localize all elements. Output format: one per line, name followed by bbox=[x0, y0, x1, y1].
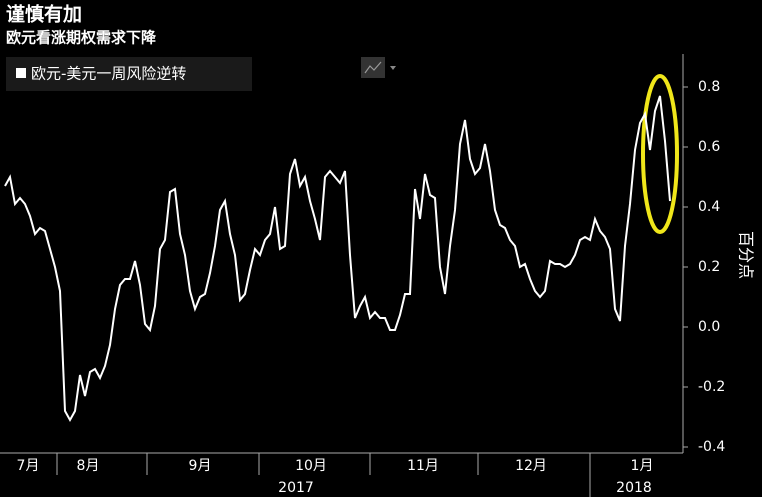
line-series bbox=[4, 95, 671, 423]
x-tick-label: 10月 bbox=[295, 458, 327, 474]
legend-swatch bbox=[16, 68, 26, 78]
y-tick-label: 0.0 bbox=[698, 319, 720, 335]
legend-label: 欧元-美元一周风险逆转 bbox=[31, 65, 186, 83]
x-tick-label: 7月 bbox=[17, 458, 40, 474]
x-year-label: 2017 bbox=[278, 480, 314, 496]
y-tick-label: -0.4 bbox=[698, 439, 725, 455]
y-axis-label: 百分点 bbox=[737, 231, 756, 279]
x-tick-label: 8月 bbox=[77, 458, 100, 474]
y-tick-label: 0.8 bbox=[698, 79, 720, 95]
chart-icon[interactable] bbox=[361, 57, 385, 78]
chart-title: 谨慎有加 bbox=[6, 3, 82, 26]
y-tick-label: -0.2 bbox=[698, 379, 725, 395]
x-year-label: 2018 bbox=[616, 480, 652, 496]
y-tick-label: 0.2 bbox=[698, 259, 720, 275]
x-tick-label: 1月 bbox=[631, 458, 654, 474]
x-tick-label: 11月 bbox=[407, 458, 439, 474]
chart-subtitle: 欧元看涨期权需求下降 bbox=[6, 29, 157, 47]
chart-icon-glyph bbox=[364, 61, 382, 74]
y-tick-label: 0.4 bbox=[698, 199, 720, 215]
x-tick-label: 9月 bbox=[189, 458, 212, 474]
highlight-ellipse bbox=[641, 74, 679, 234]
y-tick-label: 0.6 bbox=[698, 139, 720, 155]
x-tick-label: 12月 bbox=[515, 458, 547, 474]
legend-box bbox=[6, 57, 252, 91]
dropdown-arrow[interactable] bbox=[390, 66, 396, 70]
